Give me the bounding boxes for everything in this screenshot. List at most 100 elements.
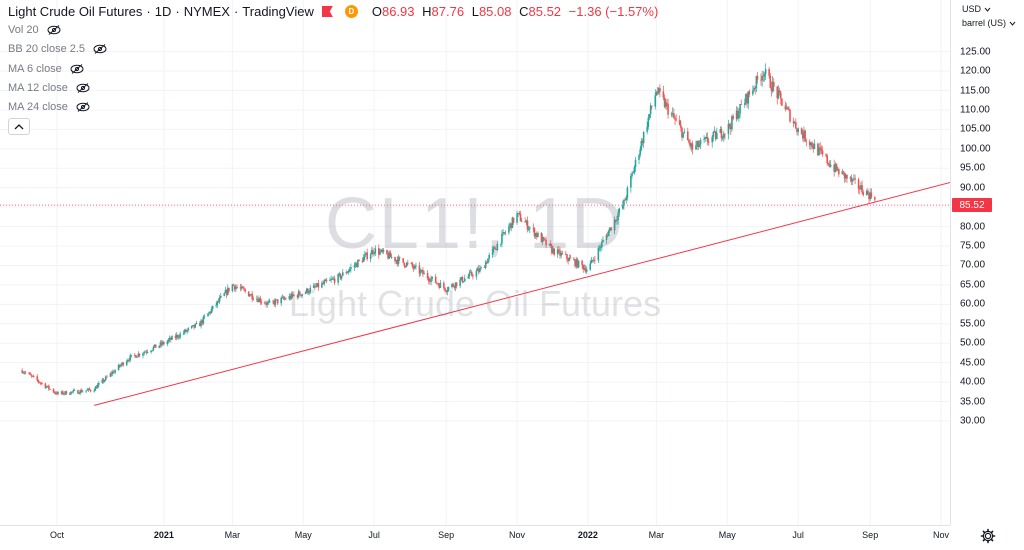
candle-body — [613, 219, 616, 231]
candle-body — [145, 351, 148, 353]
candle-body — [110, 373, 113, 375]
candle-body — [79, 390, 82, 394]
candle-body — [771, 81, 774, 92]
time-tick-label: Sep — [438, 530, 455, 540]
candle-body — [41, 383, 43, 384]
candle-body — [748, 91, 751, 95]
candle-body — [724, 133, 726, 135]
candle-body — [777, 90, 780, 99]
collapse-legend-button[interactable] — [8, 118, 30, 135]
price-axis[interactable] — [950, 0, 1024, 525]
candle-body — [605, 234, 608, 240]
currency-selector[interactable]: USD — [962, 4, 991, 14]
candle-body — [510, 223, 513, 229]
candle-body — [551, 245, 553, 254]
candle-body — [436, 283, 438, 284]
candle-body — [713, 131, 716, 133]
candle-body — [537, 232, 539, 238]
candle-body — [721, 137, 724, 139]
indicator-bollinger[interactable]: BB 20 close 2.5 — [8, 43, 107, 55]
candle-body — [836, 169, 839, 171]
indicator-volume[interactable]: Vol 20 — [8, 24, 61, 36]
candle-body — [667, 103, 669, 115]
candle-body — [387, 254, 389, 259]
hidden-eye-icon[interactable] — [47, 25, 61, 35]
source-label: TradingView — [242, 4, 314, 19]
candle-body — [443, 282, 445, 288]
candle-body — [618, 208, 621, 214]
candle-body — [633, 167, 636, 173]
candle-body — [762, 75, 765, 77]
candle-body — [317, 283, 320, 288]
candle-body — [488, 254, 490, 259]
candle-body — [114, 370, 116, 373]
candle-body — [723, 133, 725, 138]
candle-body — [447, 287, 450, 291]
time-tick-label: Jul — [792, 530, 804, 540]
candle-body — [355, 263, 358, 268]
price-tick-label: 55.00 — [960, 318, 986, 330]
candle-body — [851, 179, 854, 182]
symbol-name[interactable]: Light Crude Oil Futures — [8, 4, 143, 19]
candle-body — [800, 128, 803, 135]
candle-body — [137, 353, 140, 357]
candle-body — [154, 344, 157, 348]
indicator-ma6[interactable]: MA 6 close — [8, 63, 84, 75]
time-tick-label: Nov — [933, 530, 950, 540]
hidden-eye-icon[interactable] — [93, 44, 107, 54]
candle-body — [671, 113, 674, 114]
price-chart[interactable] — [0, 0, 950, 525]
candle-body — [846, 174, 848, 179]
candle-body — [62, 391, 64, 395]
indicator-ma24[interactable]: MA 24 close — [8, 101, 90, 113]
candle-body — [720, 129, 723, 139]
candle-body — [136, 356, 138, 358]
candle-body — [78, 393, 80, 395]
candle-body — [860, 185, 862, 190]
candle-body — [218, 297, 221, 302]
candle-body — [339, 273, 342, 279]
candle-body — [795, 122, 797, 129]
interval-label[interactable]: 1D — [154, 4, 172, 19]
candle-body — [38, 381, 41, 383]
price-tick-label: 50.00 — [960, 337, 986, 349]
candle-body — [472, 275, 474, 277]
candle-body — [86, 389, 89, 391]
candle-body — [768, 69, 770, 76]
candle-body — [492, 247, 495, 249]
gear-icon[interactable] — [980, 528, 996, 544]
candle-body — [163, 342, 165, 345]
hidden-eye-icon[interactable] — [76, 83, 90, 93]
dividend-badge-icon[interactable]: D — [344, 5, 358, 18]
candle-body — [418, 265, 421, 274]
candle-body — [122, 362, 125, 366]
candle-body — [377, 248, 380, 255]
candle-body — [691, 143, 694, 150]
candle-body — [582, 265, 585, 270]
price-tick-label: 35.00 — [960, 396, 986, 407]
candle-body — [826, 155, 829, 163]
candle-body — [403, 262, 406, 267]
price-tick-label: 45.00 — [960, 357, 986, 369]
candle-body — [519, 213, 522, 222]
ohlc-values: O86.93 H87.76 L85.08 C85.52 −1.36 (−1.57… — [371, 4, 659, 19]
candle-body — [786, 107, 789, 109]
candle-body — [573, 258, 575, 260]
candle-body — [415, 265, 417, 267]
candle-body — [358, 259, 360, 261]
candle-body — [337, 274, 339, 283]
flag-icon[interactable] — [321, 6, 333, 17]
time-axis[interactable] — [0, 525, 950, 550]
chart-pane[interactable] — [0, 0, 950, 525]
time-tick-label: 2022 — [577, 530, 598, 540]
indicator-ma12[interactable]: MA 12 close — [8, 82, 90, 94]
candle-body — [594, 259, 596, 261]
unit-selector[interactable]: barrel (US) — [962, 18, 1016, 28]
hidden-eye-icon[interactable] — [76, 102, 90, 112]
candle-body — [174, 336, 177, 338]
candle-body — [681, 127, 683, 138]
candle-body — [533, 228, 536, 237]
symbol-legend[interactable]: Light Crude Oil Futures · 1D · NYMEX · T… — [8, 4, 659, 19]
candle-body — [534, 233, 537, 237]
hidden-eye-icon[interactable] — [70, 64, 84, 74]
